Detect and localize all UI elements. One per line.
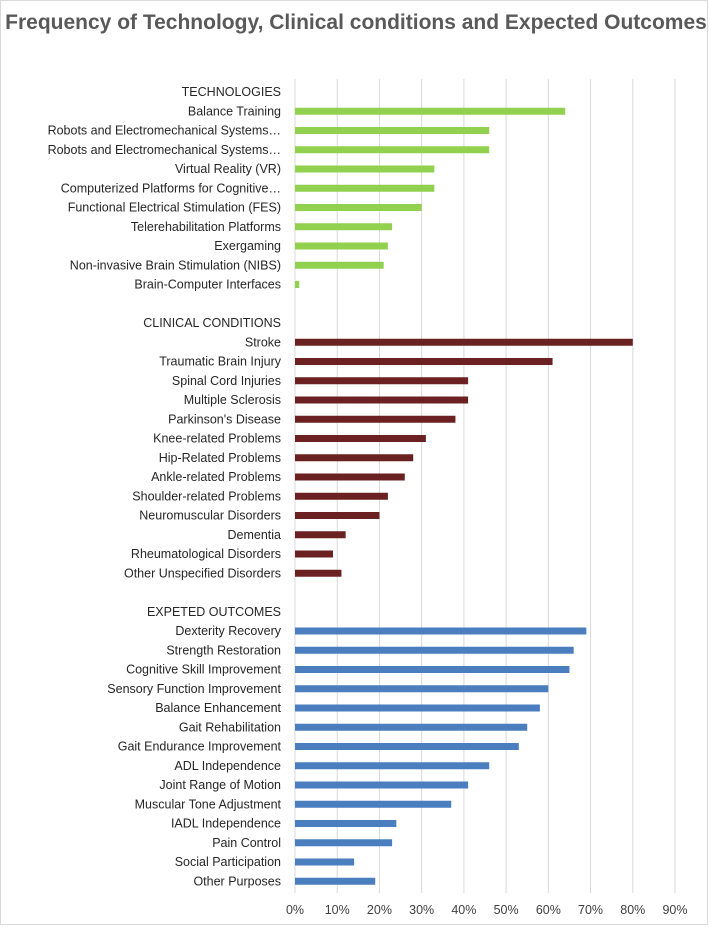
bar-2-6 [295,743,519,750]
category-label: Stroke [245,335,281,349]
category-label: ADL Independence [174,759,281,773]
bar-2-10 [295,820,397,827]
category-label: Knee-related Problems [153,432,281,446]
category-label: Social Participation [175,855,281,869]
x-tick-label: 50% [494,903,519,917]
category-label: Other Unspecified Disorders [124,566,281,580]
bar-2-9 [295,800,452,808]
category-label: Telerehabilitation Platforms [131,220,281,234]
bar-1-6 [295,454,414,462]
group-heading: TECHNOLOGIES [182,85,281,99]
category-label: Non-invasive Brain Stimulation (NIBS) [70,258,281,272]
bar-0-3 [295,165,435,173]
bar-1-9 [295,512,380,519]
category-label: Other Purposes [193,874,281,888]
bar-2-0 [295,627,587,635]
bar-2-3 [295,685,549,693]
bar-2-13 [295,877,376,885]
bar-0-2 [295,146,490,154]
category-label: Computerized Platforms for Cognitive… [61,181,281,195]
category-label: Shoulder-related Problems [132,489,281,503]
category-label: Hip-Related Problems [159,451,281,465]
bar-1-2 [295,377,469,385]
x-tick-label: 70% [578,903,603,917]
chart-title: Frequency of Technology, Clinical condit… [5,11,707,34]
bar-1-3 [295,396,469,404]
bar-2-4 [295,704,540,712]
bar-0-0 [295,107,566,115]
bar-2-1 [295,646,574,654]
bar-0-5 [295,204,422,211]
category-label: Exergaming [214,239,281,253]
category-label: Cognitive Skill Improvement [126,663,281,677]
bar-1-11 [295,550,333,558]
bar-0-9 [295,281,300,288]
category-label: Pain Control [212,836,281,850]
category-label: Brain-Computer Interfaces [134,278,281,292]
category-label: Strength Restoration [166,643,281,657]
category-label: IADL Independence [171,817,281,831]
category-label: Balance Enhancement [155,701,281,715]
group-heading: CLINICAL CONDITIONS [143,316,281,330]
category-label: Joint Range of Motion [159,778,281,792]
bar-1-0 [295,338,633,346]
category-label: Parkinson's Disease [168,412,281,426]
bar-0-1 [295,127,490,134]
category-label: Robots and Electromechanical Systems… [48,124,281,138]
bar-1-5 [295,435,426,442]
category-label: Spinal Cord Injuries [172,374,281,388]
category-label: Dexterity Recovery [175,624,281,638]
bar-2-8 [295,781,469,789]
bar-0-8 [295,261,384,269]
bar-1-7 [295,473,405,481]
category-label: Gait Rehabilitation [179,720,281,734]
bar-2-11 [295,839,393,847]
bar-2-2 [295,666,570,673]
category-label: Rheumatological Disorders [131,547,281,561]
category-label: Balance Training [188,104,281,118]
category-label: Neuromuscular Disorders [139,509,281,523]
x-tick-label: 30% [409,903,434,917]
category-label: Sensory Function Improvement [107,682,281,696]
bar-1-1 [295,358,553,365]
x-tick-label: 20% [367,903,392,917]
bar-0-6 [295,223,393,231]
bar-1-12 [295,569,342,577]
x-tick-label: 0% [286,903,304,917]
bar-2-7 [295,762,490,770]
bar-1-10 [295,531,346,539]
category-label: Muscular Tone Adjustment [135,797,282,811]
bar-1-4 [295,415,456,423]
x-tick-label: 60% [536,903,561,917]
x-tick-label: 90% [662,903,687,917]
group-heading: EXPETED OUTCOMES [147,605,281,619]
bar-0-7 [295,242,388,250]
bar-2-5 [295,723,528,731]
x-tick-label: 10% [325,903,350,917]
bar-1-8 [295,492,388,500]
bar-2-12 [295,858,355,866]
category-label: Gait Endurance Improvement [118,740,282,754]
category-label: Virtual Reality (VR) [175,162,281,176]
category-label: Multiple Sclerosis [184,393,281,407]
bar-0-4 [295,184,435,192]
category-label: Functional Electrical Stimulation (FES) [68,201,281,215]
category-label: Dementia [228,528,282,542]
category-label: Traumatic Brain Injury [159,355,282,369]
x-tick-label: 80% [620,903,645,917]
category-label: Robots and Electromechanical Systems… [48,143,281,157]
x-tick-label: 40% [451,903,476,917]
category-label: Ankle-related Problems [151,470,281,484]
